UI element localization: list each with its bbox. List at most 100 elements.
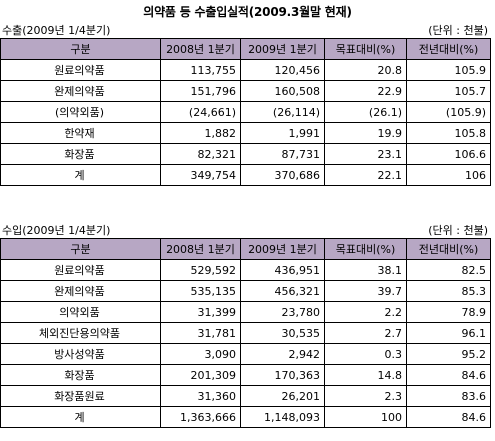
- row-category: 방사성약품: [0, 343, 161, 365]
- cell-target-ratio: 0.3: [324, 343, 407, 365]
- table-row: 완제의약품 151,796 160,508 22.9 105.7: [0, 80, 491, 102]
- table-row: 완제의약품 535,135 456,321 39.7 85.3: [0, 280, 491, 302]
- row-category: 한약재: [0, 122, 161, 144]
- row-category: (의약외품): [0, 101, 161, 123]
- cell-2009-q1: 1,991: [240, 122, 325, 144]
- cell-target-ratio: 23.1: [324, 143, 407, 165]
- cell-yoy-ratio: 105.9: [406, 59, 491, 81]
- cell-2008-q1: 31,360: [160, 385, 241, 407]
- table-row: (의약외품) (24,661) (26,114) (26.1) (105.9): [0, 101, 491, 123]
- cell-yoy-ratio: 105.8: [406, 122, 491, 144]
- cell-2008-q1: 1,882: [160, 122, 241, 144]
- page-title: 의약품 등 수출입실적(2009.3월말 현재): [143, 5, 352, 19]
- cell-target-ratio: 22.1: [324, 164, 407, 186]
- cell-target-ratio: 22.9: [324, 80, 407, 102]
- row-category: 완제의약품: [0, 280, 161, 302]
- table-row: 화장품 82,321 87,731 23.1 106.6: [0, 143, 491, 165]
- cell-2008-q1: 201,309: [160, 364, 241, 386]
- header-2009-q1: 2009년 1분기: [240, 38, 325, 60]
- cell-2009-q1: 170,363: [240, 364, 325, 386]
- cell-2009-q1: 370,686: [240, 164, 325, 186]
- row-category: 계: [0, 406, 161, 428]
- cell-2009-q1: (26,114): [240, 101, 325, 123]
- header-2008-q1: 2008년 1분기: [160, 38, 241, 60]
- cell-2008-q1: 31,399: [160, 301, 241, 323]
- table-row: 한약재 1,882 1,991 19.9 105.8: [0, 122, 491, 144]
- cell-yoy-ratio: 83.6: [406, 385, 491, 407]
- cell-2009-q1: 436,951: [240, 259, 325, 281]
- cell-2009-q1: 87,731: [240, 143, 325, 165]
- row-category: 원료의약품: [0, 259, 161, 281]
- table-row: 의약외품 31,399 23,780 2.2 78.9: [0, 301, 491, 323]
- row-category: 화장품: [0, 364, 161, 386]
- cell-target-ratio: 2.7: [324, 322, 407, 344]
- table-row: 화장품원료 31,360 26,201 2.3 83.6: [0, 385, 491, 407]
- import-header-row: 구분 2008년 1분기 2009년 1분기 목표대비(%) 전년대비(%): [0, 238, 491, 260]
- cell-yoy-ratio: 84.6: [406, 406, 491, 428]
- cell-target-ratio: 100: [324, 406, 407, 428]
- header-category: 구분: [0, 238, 161, 260]
- export-caption-bar: 수출(2009년 1/4분기) (단위 : 천불): [0, 20, 490, 38]
- cell-yoy-ratio: 84.6: [406, 364, 491, 386]
- cell-2009-q1: 1,148,093: [240, 406, 325, 428]
- cell-yoy-ratio: 105.7: [406, 80, 491, 102]
- cell-2009-q1: 160,508: [240, 80, 325, 102]
- cell-2008-q1: 529,592: [160, 259, 241, 281]
- cell-2009-q1: 23,780: [240, 301, 325, 323]
- import-table: 구분 2008년 1분기 2009년 1분기 목표대비(%) 전년대비(%) 원…: [0, 238, 491, 428]
- table-row: 체외진단용의약품 31,781 30,535 2.7 96.1: [0, 322, 491, 344]
- total-row: 계 1,363,666 1,148,093 100 84.6: [0, 406, 491, 428]
- row-category: 계: [0, 164, 161, 186]
- import-caption: 수입(2009년 1/4분기): [2, 224, 111, 237]
- cell-target-ratio: 2.3: [324, 385, 407, 407]
- row-category: 체외진단용의약품: [0, 322, 161, 344]
- export-unit: (단위 : 천불): [428, 24, 488, 37]
- header-2009-q1: 2009년 1분기: [240, 238, 325, 260]
- cell-yoy-ratio: 95.2: [406, 343, 491, 365]
- row-category: 화장품원료: [0, 385, 161, 407]
- import-caption-bar: 수입(2009년 1/4분기) (단위 : 천불): [0, 220, 490, 238]
- header-target-ratio: 목표대비(%): [324, 38, 407, 60]
- header-2008-q1: 2008년 1분기: [160, 238, 241, 260]
- export-table: 구분 2008년 1분기 2009년 1분기 목표대비(%) 전년대비(%) 원…: [0, 38, 491, 186]
- export-caption: 수출(2009년 1/4분기): [2, 24, 111, 37]
- cell-2008-q1: 3,090: [160, 343, 241, 365]
- cell-yoy-ratio: 85.3: [406, 280, 491, 302]
- cell-2009-q1: 30,535: [240, 322, 325, 344]
- cell-2009-q1: 120,456: [240, 59, 325, 81]
- cell-target-ratio: (26.1): [324, 101, 407, 123]
- cell-2008-q1: 535,135: [160, 280, 241, 302]
- row-category: 화장품: [0, 143, 161, 165]
- table-row: 방사성약품 3,090 2,942 0.3 95.2: [0, 343, 491, 365]
- import-unit: (단위 : 천불): [428, 224, 488, 237]
- cell-target-ratio: 14.8: [324, 364, 407, 386]
- cell-2009-q1: 26,201: [240, 385, 325, 407]
- table-row: 화장품 201,309 170,363 14.8 84.6: [0, 364, 491, 386]
- header-yoy-ratio: 전년대비(%): [406, 38, 491, 60]
- total-row: 계 349,754 370,686 22.1 106: [0, 164, 491, 186]
- cell-2008-q1: 349,754: [160, 164, 241, 186]
- table-row: 원료의약품 529,592 436,951 38.1 82.5: [0, 259, 491, 281]
- cell-2008-q1: 113,755: [160, 59, 241, 81]
- cell-2008-q1: 151,796: [160, 80, 241, 102]
- cell-yoy-ratio: 106: [406, 164, 491, 186]
- cell-yoy-ratio: 78.9: [406, 301, 491, 323]
- table-row: 원료의약품 113,755 120,456 20.8 105.9: [0, 59, 491, 81]
- cell-target-ratio: 19.9: [324, 122, 407, 144]
- cell-target-ratio: 39.7: [324, 280, 407, 302]
- header-category: 구분: [0, 38, 161, 60]
- cell-yoy-ratio: 96.1: [406, 322, 491, 344]
- cell-2008-q1: 1,363,666: [160, 406, 241, 428]
- row-category: 원료의약품: [0, 59, 161, 81]
- cell-2008-q1: 82,321: [160, 143, 241, 165]
- cell-target-ratio: 2.2: [324, 301, 407, 323]
- cell-yoy-ratio: (105.9): [406, 101, 491, 123]
- cell-target-ratio: 38.1: [324, 259, 407, 281]
- row-category: 의약외품: [0, 301, 161, 323]
- cell-yoy-ratio: 82.5: [406, 259, 491, 281]
- row-category: 완제의약품: [0, 80, 161, 102]
- export-header-row: 구분 2008년 1분기 2009년 1분기 목표대비(%) 전년대비(%): [0, 38, 491, 60]
- cell-2008-q1: (24,661): [160, 101, 241, 123]
- cell-yoy-ratio: 106.6: [406, 143, 491, 165]
